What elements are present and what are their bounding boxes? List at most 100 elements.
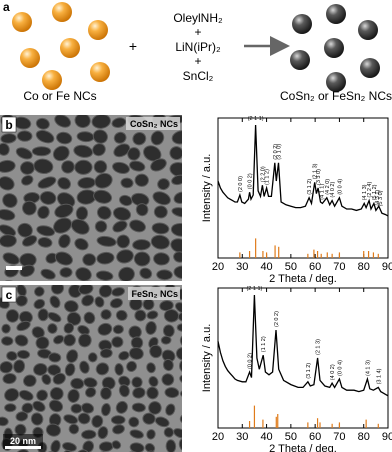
particle [143,145,162,162]
peak-label: (1 1 2) [265,169,271,185]
tem-image: c FeSn₂ NCs 20 nm [0,285,182,452]
tem-label: FeSn₂ NCs [131,289,178,299]
particle [175,347,182,361]
particle [110,415,126,425]
x-axis-title: 2 Theta / deg. [269,443,337,452]
scheme: a Co or Fe NCs + OleylNH₂ + LiN(iPr)₂ + … [3,0,392,103]
x-tick-label: 40 [260,261,272,273]
x-tick-label: 70 [333,431,345,443]
particle [22,200,37,216]
particle [0,208,16,221]
particle [162,358,174,372]
particle [58,234,71,249]
particle [128,325,142,339]
particle [118,384,130,398]
particle [36,225,56,237]
particle [118,266,135,281]
particle [70,218,90,235]
x-tick-label: 20 [212,431,224,443]
peak-label: (2 0 2) [274,311,280,327]
particle [128,347,144,360]
particle [96,205,112,220]
particle [114,363,124,376]
particle [18,389,34,401]
x-tick-label: 80 [358,261,370,273]
particle [163,427,174,438]
particle [47,311,62,323]
scale-label: 20 nm [10,436,36,446]
tem-label: CoSn₂ NCs [130,119,178,129]
particle [179,359,182,373]
particle [75,267,92,281]
particle [91,414,104,428]
particle [15,294,28,307]
scale-bar [6,266,22,270]
particle [177,311,182,322]
particle [170,222,182,237]
particle [133,251,151,267]
particle [150,158,167,172]
particle [97,322,113,336]
particle [156,269,173,281]
particle [146,362,156,374]
sphere [326,72,346,92]
particle [63,322,75,334]
peak-label: (1 1 2) [261,336,267,352]
particle [22,235,38,247]
particle [82,253,97,267]
particle [146,310,159,320]
x-tick-label: 90 [382,261,392,273]
particle [120,177,134,189]
reactant-label: Co or Fe NCs [23,89,96,103]
particle [148,401,162,415]
x-tick-label: 40 [260,431,272,443]
sphere [326,4,346,24]
particle [132,239,151,251]
peak-label: (2 1 1) [246,286,262,292]
x-axis-title: 2 Theta / deg. [269,273,337,285]
particle [179,334,182,348]
xrd-chart: 20 30 40 50 60 70 80 90 2 Theta / deg. Intensity … [201,116,392,285]
particle [100,309,112,320]
particle [157,178,170,191]
particle [50,285,65,295]
particle [54,115,72,128]
particle [116,249,134,264]
particle [66,349,79,364]
peak-label: (4 1 3) [365,360,371,376]
particle [49,386,64,401]
plus: + [129,38,137,54]
particle [4,403,17,413]
particle [77,412,91,425]
particle [145,321,157,335]
particle [109,298,123,309]
particle [31,146,52,157]
particle [81,402,95,414]
particle [35,129,55,144]
reagent: + [194,54,201,68]
particle [16,349,31,360]
particle [76,449,90,452]
reagent: SnCl₂ [183,69,214,83]
peak-label: (0 0 2) [248,353,254,369]
particle [93,160,108,174]
particle [33,298,46,310]
particle [63,414,79,425]
particle [19,161,35,175]
panel-label: a [3,0,10,14]
particle [98,285,113,298]
particle [0,142,10,156]
x-tick-label: 70 [333,261,345,273]
particle [0,159,16,173]
particle [15,147,33,160]
peak-label: (2 2 4) [367,182,373,198]
particle [126,360,138,372]
peak-label: (2 1 1) [248,116,264,122]
x-tick-label: 30 [236,431,248,443]
plot-frame [217,117,389,259]
particle [64,362,76,377]
particle [78,333,92,348]
particle [115,400,128,414]
peak-label: (2 0 2) [273,144,279,160]
